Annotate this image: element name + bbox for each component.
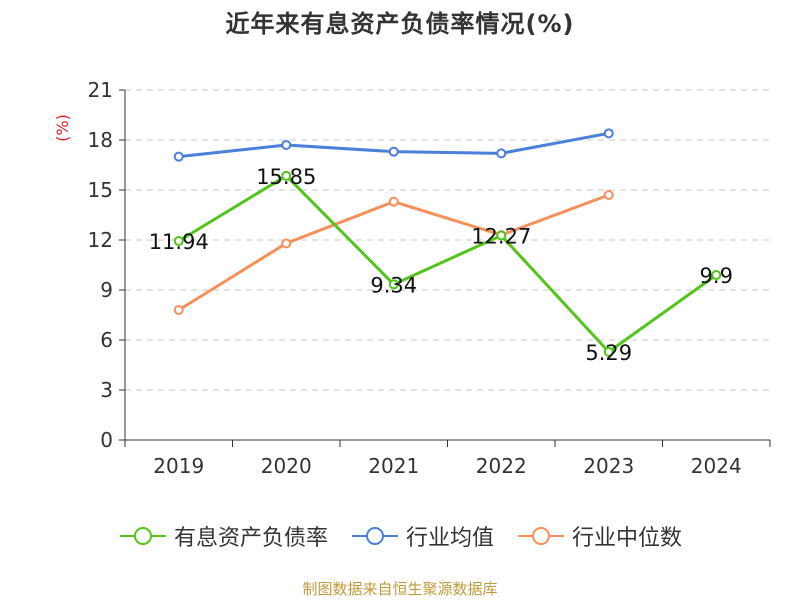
data-labels: 11.94 15.85 9.34 12.27 5.29 9.9 bbox=[149, 165, 733, 365]
data-label: 9.9 bbox=[700, 264, 733, 288]
legend-label: 行业中位数 bbox=[572, 526, 683, 551]
y-tick-label: 3 bbox=[100, 378, 113, 402]
y-tick-label: 18 bbox=[88, 128, 113, 152]
data-point bbox=[496, 230, 507, 241]
x-tick-label: 2023 bbox=[583, 454, 634, 478]
legend-marker-icon bbox=[118, 526, 168, 546]
y-tick-label: 6 bbox=[100, 328, 113, 352]
data-label: 15.85 bbox=[256, 165, 316, 189]
legend-item-series-3[interactable]: 行业中位数 bbox=[516, 520, 682, 552]
data-label: 11.94 bbox=[149, 230, 209, 254]
data-point bbox=[603, 346, 614, 357]
data-point bbox=[173, 236, 184, 246]
data-point bbox=[603, 190, 614, 200]
y-tick-label: 21 bbox=[88, 78, 113, 102]
legend-marker-icon bbox=[350, 526, 400, 546]
grid-lines bbox=[125, 89, 770, 391]
x-tick-label: 2021 bbox=[368, 454, 419, 478]
data-point bbox=[388, 196, 399, 207]
series-line-1 bbox=[177, 174, 718, 354]
data-point bbox=[281, 238, 292, 249]
data-point bbox=[281, 170, 292, 181]
data-point bbox=[496, 148, 507, 159]
series-lines bbox=[173, 128, 722, 357]
data-label: 5.29 bbox=[585, 341, 632, 365]
y-tick-label: 0 bbox=[100, 428, 113, 452]
legend-item-series-2[interactable]: 行业均值 bbox=[350, 520, 494, 552]
y-tick-label: 12 bbox=[88, 228, 113, 252]
y-tick-label: 9 bbox=[100, 278, 113, 302]
x-tick-label: 2024 bbox=[691, 454, 742, 478]
data-point bbox=[173, 151, 184, 162]
source-note: 制图数据来自恒生聚源数据库 bbox=[302, 580, 498, 598]
x-tick-label: 2019 bbox=[153, 454, 204, 478]
chart-title: 近年来有息资产负债率情况(%) bbox=[225, 10, 575, 38]
data-point bbox=[388, 146, 399, 157]
data-point bbox=[603, 128, 614, 139]
legend-label: 行业均值 bbox=[405, 526, 494, 551]
legend: 有息资产负债率 行业均值 行业中位数 bbox=[0, 520, 800, 552]
legend-label: 有息资产负债率 bbox=[173, 526, 328, 551]
data-label: 9.34 bbox=[370, 273, 417, 297]
data-point bbox=[173, 305, 184, 315]
data-point bbox=[711, 270, 722, 280]
data-point bbox=[281, 140, 292, 150]
y-axis-label: (%) bbox=[53, 114, 72, 142]
data-point bbox=[388, 279, 399, 290]
x-tick-label: 2020 bbox=[261, 454, 312, 478]
data-label: 12.27 bbox=[471, 225, 531, 249]
legend-item-series-1[interactable]: 有息资产负债率 bbox=[118, 520, 328, 552]
y-tick-label: 15 bbox=[88, 178, 113, 202]
legend-marker-icon bbox=[516, 526, 566, 546]
axes: 0 3 6 9 12 15 18 21 2019 2020 2021 2022 2023 2024 (%) bbox=[53, 78, 771, 478]
x-tick-label: 2022 bbox=[476, 454, 527, 478]
